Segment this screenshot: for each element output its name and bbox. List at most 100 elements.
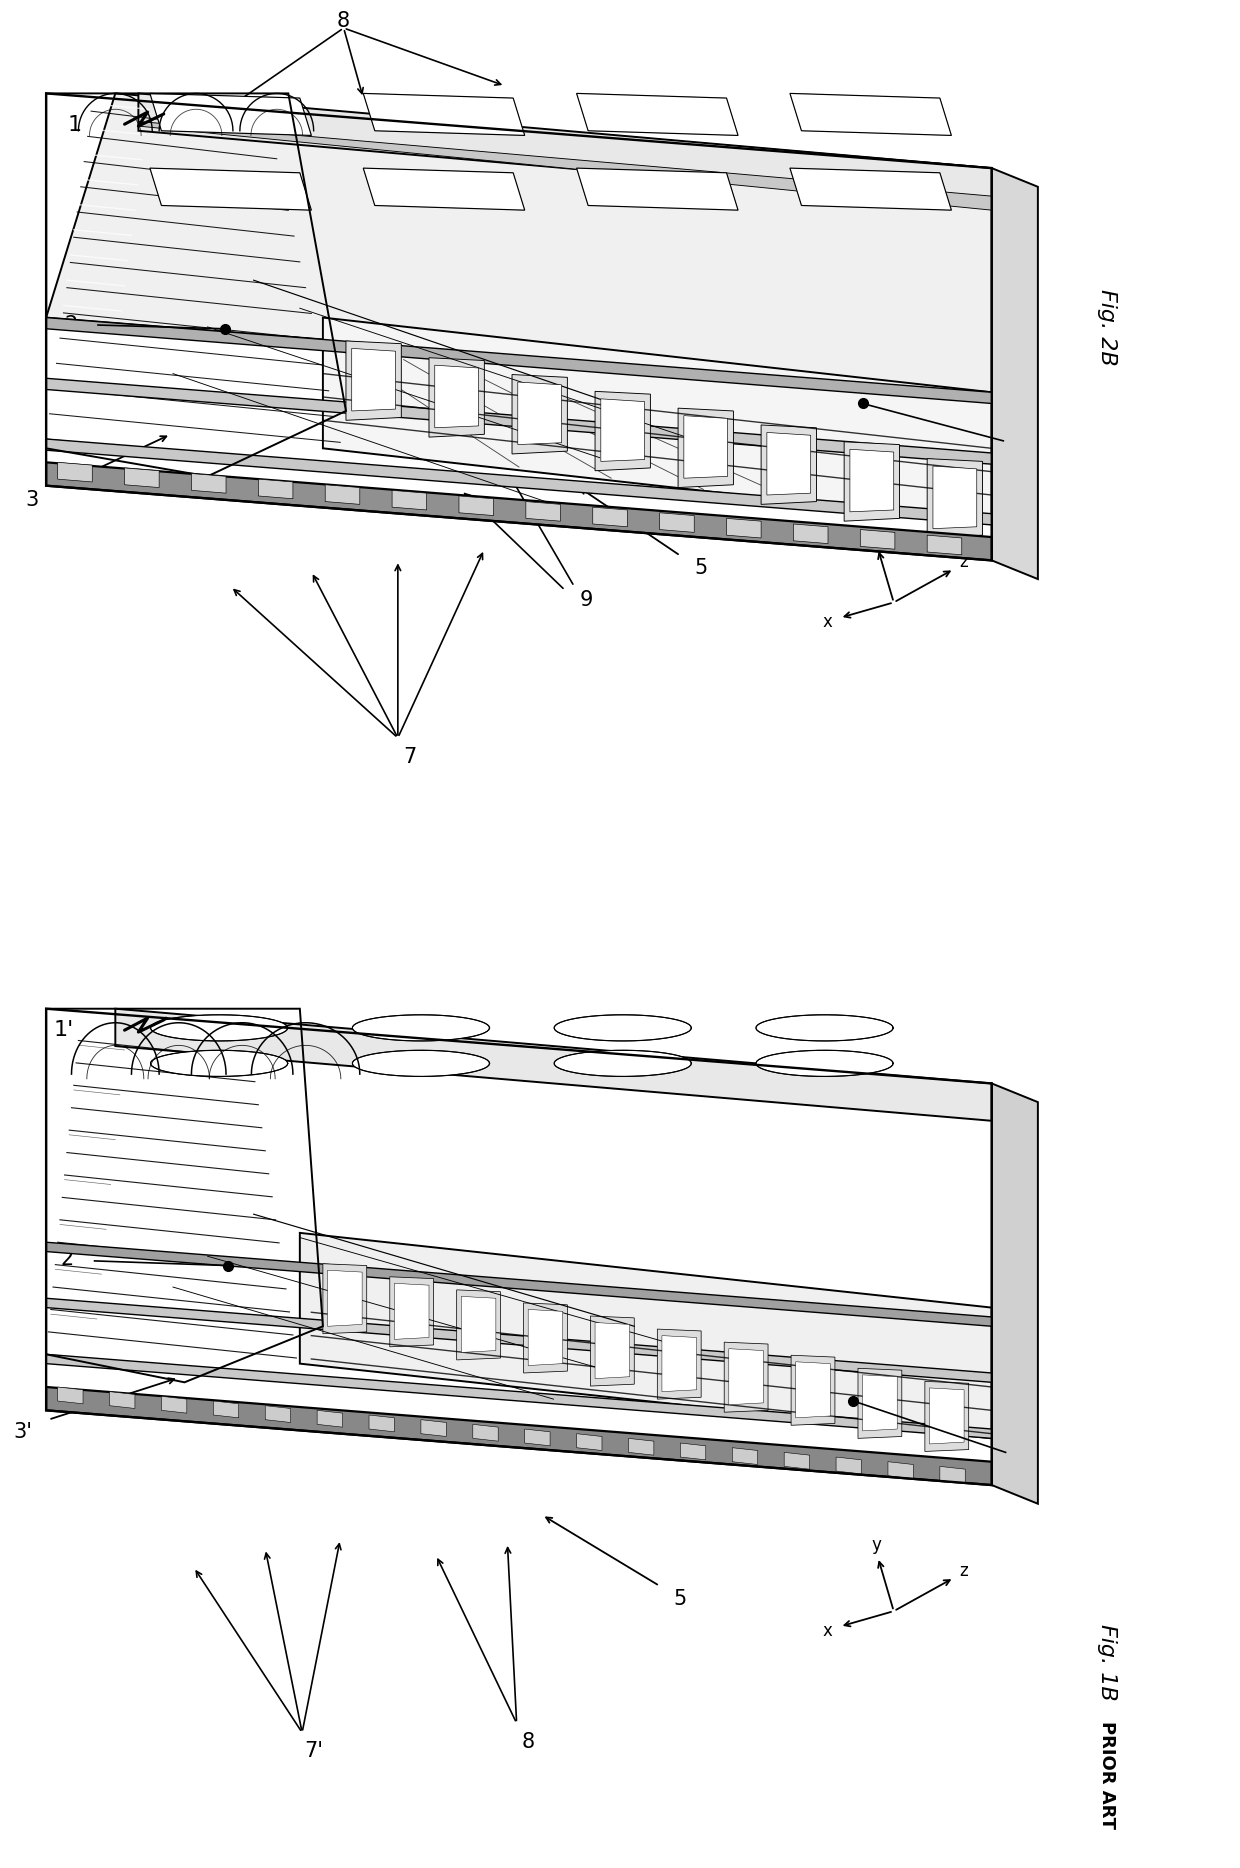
Polygon shape [322,318,992,523]
Polygon shape [327,1270,362,1326]
Polygon shape [766,432,811,495]
Text: 1: 1 [68,116,82,134]
Polygon shape [518,381,562,445]
Text: z: z [959,553,968,572]
Text: 7': 7' [304,1741,324,1762]
Polygon shape [593,506,627,527]
Polygon shape [46,1354,992,1438]
Polygon shape [523,1304,568,1373]
Text: 8: 8 [522,1732,534,1752]
Text: y: y [870,1535,880,1554]
Polygon shape [150,168,311,211]
Text: 2: 2 [64,316,78,334]
Polygon shape [213,1401,239,1418]
Polygon shape [729,1349,764,1405]
Polygon shape [790,93,951,136]
Polygon shape [756,1050,893,1076]
Polygon shape [681,1442,706,1461]
Polygon shape [756,1014,893,1040]
Text: x: x [822,1621,832,1640]
Polygon shape [660,512,694,532]
Polygon shape [861,531,895,549]
Text: 6': 6' [1021,1451,1039,1472]
Polygon shape [932,465,977,529]
Polygon shape [577,93,738,136]
Polygon shape [528,1309,563,1366]
Polygon shape [161,1397,187,1412]
Polygon shape [265,1405,290,1423]
Polygon shape [258,478,293,499]
Text: 8: 8 [337,11,350,30]
Text: Fig. 1B: Fig. 1B [1097,1623,1117,1702]
Text: Fig. 2B: Fig. 2B [1097,288,1117,366]
Polygon shape [992,1083,1038,1504]
Polygon shape [525,1429,551,1446]
Polygon shape [46,318,992,403]
Polygon shape [472,1423,498,1442]
Polygon shape [683,417,728,478]
Polygon shape [370,1416,394,1431]
Polygon shape [150,93,311,136]
Polygon shape [46,439,992,525]
Text: 3: 3 [26,489,38,510]
Polygon shape [456,1289,501,1360]
Polygon shape [109,1392,135,1408]
Polygon shape [796,1362,831,1418]
Polygon shape [554,1050,692,1076]
Text: 5: 5 [673,1590,687,1608]
Polygon shape [363,93,525,136]
Polygon shape [863,1375,898,1431]
Polygon shape [844,441,899,521]
Polygon shape [435,364,479,428]
Polygon shape [925,1382,968,1451]
Text: 6: 6 [1019,439,1033,458]
Polygon shape [836,1457,862,1474]
Text: x: x [822,613,832,631]
Polygon shape [794,523,828,544]
Polygon shape [790,168,951,211]
Polygon shape [191,473,226,493]
Text: 7: 7 [403,747,415,766]
Polygon shape [459,495,494,516]
Polygon shape [352,1050,490,1076]
Polygon shape [57,1386,83,1405]
Polygon shape [928,458,982,538]
Text: PRIOR ART: PRIOR ART [1099,1720,1116,1829]
Text: 1': 1' [53,1020,73,1040]
Text: z: z [959,1562,968,1580]
Polygon shape [577,1435,601,1450]
Polygon shape [124,467,159,488]
Polygon shape [352,347,396,411]
Polygon shape [46,461,992,560]
Polygon shape [601,400,645,461]
Polygon shape [526,501,560,521]
Polygon shape [115,1009,992,1121]
Polygon shape [57,461,92,482]
Polygon shape [150,1014,288,1040]
Polygon shape [733,1448,758,1465]
Polygon shape [352,1014,490,1040]
Polygon shape [590,1315,635,1386]
Polygon shape [150,1050,288,1076]
Polygon shape [727,517,761,538]
Polygon shape [346,340,402,420]
Polygon shape [429,357,485,437]
Polygon shape [629,1438,653,1455]
Polygon shape [363,168,525,211]
Polygon shape [858,1367,901,1438]
Polygon shape [300,1233,992,1438]
Text: 3': 3' [14,1422,32,1442]
Polygon shape [139,93,992,205]
Polygon shape [46,1242,992,1326]
Polygon shape [512,374,568,454]
Polygon shape [724,1341,768,1412]
Polygon shape [784,1453,810,1468]
Polygon shape [461,1296,496,1352]
Polygon shape [325,486,360,504]
Polygon shape [46,377,992,465]
Text: y: y [870,527,880,545]
Polygon shape [678,407,733,488]
Polygon shape [849,448,894,512]
Polygon shape [595,1323,630,1379]
Polygon shape [389,1278,434,1347]
